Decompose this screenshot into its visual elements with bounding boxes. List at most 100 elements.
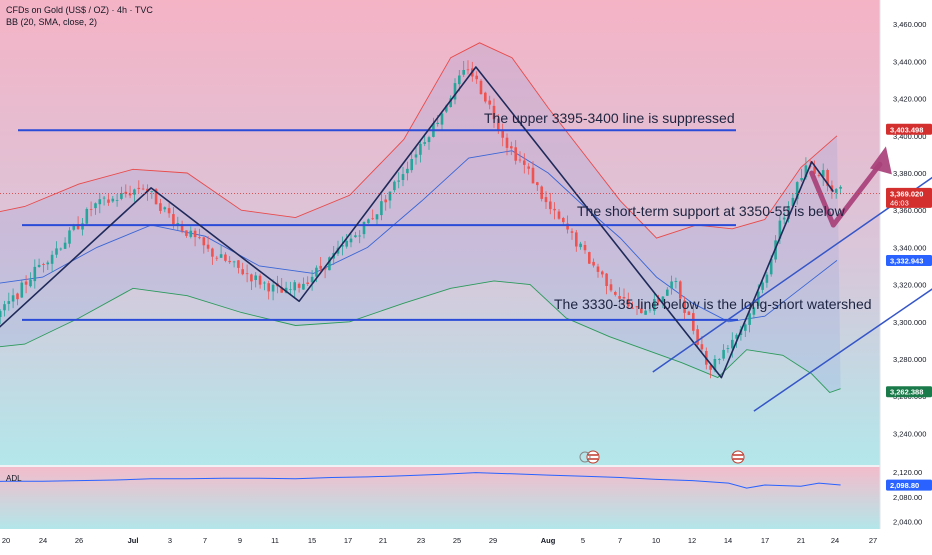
candle-body <box>544 197 548 203</box>
candle-body <box>562 218 565 223</box>
time-tick-label: Jul <box>128 536 139 545</box>
time-tick-label: 9 <box>238 536 242 545</box>
candle-body <box>453 83 457 100</box>
candle-body <box>423 142 426 144</box>
candle-body <box>445 105 448 112</box>
time-tick-label: 11 <box>271 536 279 545</box>
candle-body <box>696 329 699 345</box>
us-flag-event-icon[interactable] <box>586 450 600 464</box>
candle-body <box>592 261 595 266</box>
candle-body <box>81 223 84 230</box>
bb-lower-line <box>0 280 841 394</box>
candle-body <box>618 296 621 299</box>
reversal-arrow[interactable] <box>809 146 892 228</box>
candle-body <box>436 122 439 124</box>
candle-body <box>137 187 141 189</box>
candle-body <box>410 159 413 171</box>
candle-body <box>692 313 695 331</box>
candle-body <box>76 224 80 230</box>
candle-body <box>748 313 751 325</box>
time-tick-label: 27 <box>869 536 877 545</box>
candle-body <box>726 348 730 349</box>
candle-body <box>198 237 201 239</box>
price-axis-background <box>880 0 932 550</box>
time-axis[interactable]: 20 24 26 Jul 3 7 9 11 15 17 21 23 25 29 Aug 5 7 10 12 14 17 2… <box>2 536 877 545</box>
candle-body <box>163 207 167 210</box>
time-tick-label: 15 <box>308 536 316 545</box>
event-markers[interactable] <box>579 450 745 464</box>
candle-body <box>518 159 522 161</box>
candle-body <box>24 281 28 285</box>
candle-body <box>293 282 296 291</box>
bb-basis-line <box>0 150 838 323</box>
candle-body <box>94 203 97 209</box>
zigzag-trendline[interactable] <box>0 66 834 413</box>
candle-body <box>219 254 223 258</box>
candle-body <box>782 217 786 220</box>
candle-body <box>20 282 24 298</box>
candle-body <box>687 311 691 315</box>
bb-upper-line <box>0 42 838 239</box>
candle-body <box>661 296 665 302</box>
candle-body <box>813 166 816 174</box>
candle-body <box>501 130 504 138</box>
candle-body <box>310 276 314 283</box>
candle-body <box>72 225 76 230</box>
adl-line <box>0 472 841 489</box>
candle-body <box>232 261 236 263</box>
candle-body <box>37 264 41 267</box>
channel-line[interactable] <box>753 110 932 412</box>
candle-body <box>700 344 704 350</box>
candle-body <box>375 214 379 220</box>
candle-body <box>284 287 288 293</box>
time-tick-label: 21 <box>797 536 805 545</box>
candle-body <box>769 258 773 275</box>
candle-body <box>193 230 197 238</box>
candle-body <box>154 189 158 205</box>
price-tag-label: 3,369.020 <box>890 189 923 198</box>
reversal-arrow-shaft[interactable] <box>809 161 883 228</box>
candle-body <box>588 252 591 264</box>
candle-body <box>68 230 71 244</box>
event-ring-icon[interactable] <box>579 451 591 463</box>
symbol-title[interactable]: CFDs on Gold (US$ / OZ) · 4h · TVC <box>6 5 153 15</box>
zigzag-line[interactable] <box>0 66 834 413</box>
candle-body <box>817 175 821 176</box>
price-tick-label: 3,460.000 <box>893 20 926 29</box>
time-tick-label: 24 <box>831 536 839 545</box>
candle-body <box>830 185 834 192</box>
candle-body <box>505 137 509 148</box>
indicator-label[interactable]: BB (20, SMA, close, 2) <box>6 17 98 27</box>
candle-body <box>380 201 383 216</box>
candle-body <box>107 199 110 203</box>
candle-body <box>98 199 102 205</box>
bollinger-bands <box>0 42 841 394</box>
time-tick-label: 17 <box>344 536 352 545</box>
candle-body <box>362 222 366 235</box>
candle-body <box>388 191 392 201</box>
candle-body <box>297 283 301 288</box>
candle-body <box>367 219 370 224</box>
time-tick-label: 10 <box>652 536 660 545</box>
candle-body <box>527 166 530 169</box>
price-tick-label: 3,380.000 <box>893 169 926 178</box>
horizontal-levels[interactable] <box>18 129 738 321</box>
candle-body <box>280 287 283 293</box>
candle-body <box>765 274 769 283</box>
time-tick-label: 25 <box>453 536 461 545</box>
candle-body <box>601 271 604 275</box>
candle-body <box>111 198 115 202</box>
price-tick-label: 3,360.000 <box>893 206 926 215</box>
candle-body <box>744 324 747 331</box>
candle-body <box>622 297 626 299</box>
us-flag-event-icon[interactable] <box>731 450 745 464</box>
time-tick-label: 23 <box>417 536 425 545</box>
candle-body <box>666 289 669 296</box>
candle-body <box>120 193 123 199</box>
candle-body <box>804 165 808 178</box>
candle-body <box>419 143 422 155</box>
candle-body <box>722 349 725 359</box>
candle-body <box>795 182 799 200</box>
annotation-text: The upper 3395-3400 line is suppressed <box>484 110 735 126</box>
